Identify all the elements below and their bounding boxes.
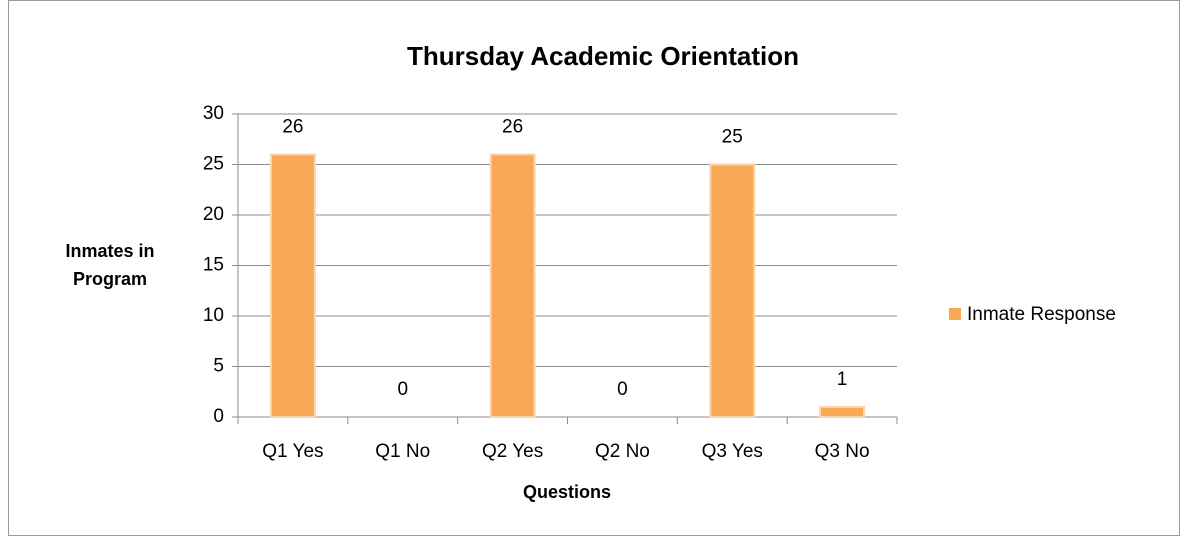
- y-tick-label: 10: [203, 305, 224, 326]
- chart-title: Thursday Academic Orientation: [407, 41, 799, 71]
- y-tick-label: 25: [203, 154, 224, 175]
- x-tick-label: Q3 No: [815, 441, 870, 462]
- data-label: 0: [617, 379, 628, 400]
- data-label: 25: [722, 127, 743, 148]
- x-tick-label: Q2 No: [595, 441, 650, 462]
- data-label: 26: [502, 116, 523, 137]
- y-tick-label: 5: [213, 356, 224, 377]
- x-tick-label: Q2 Yes: [482, 441, 543, 462]
- x-tick-label: Q1 Yes: [262, 441, 323, 462]
- y-axis-label: Inmates in Program: [65, 241, 155, 289]
- y-tick-label: 20: [203, 204, 224, 225]
- data-label: 26: [282, 116, 303, 137]
- y-tick-label: 15: [203, 255, 224, 276]
- legend-label: Inmate Response: [967, 304, 1116, 325]
- data-label: 0: [397, 379, 408, 400]
- bar: [489, 153, 536, 418]
- bar: [709, 163, 756, 418]
- data-label: 1: [837, 369, 848, 390]
- chart-border: [8, 0, 1180, 536]
- x-axis-label: Questions: [523, 482, 611, 502]
- legend-swatch: [949, 308, 961, 320]
- y-tick-label: 30: [203, 103, 224, 124]
- x-tick-label: Q3 Yes: [702, 441, 763, 462]
- bar: [819, 405, 866, 418]
- x-tick-label: Q1 No: [375, 441, 430, 462]
- bar: [269, 153, 316, 418]
- y-tick-label: 0: [213, 406, 224, 427]
